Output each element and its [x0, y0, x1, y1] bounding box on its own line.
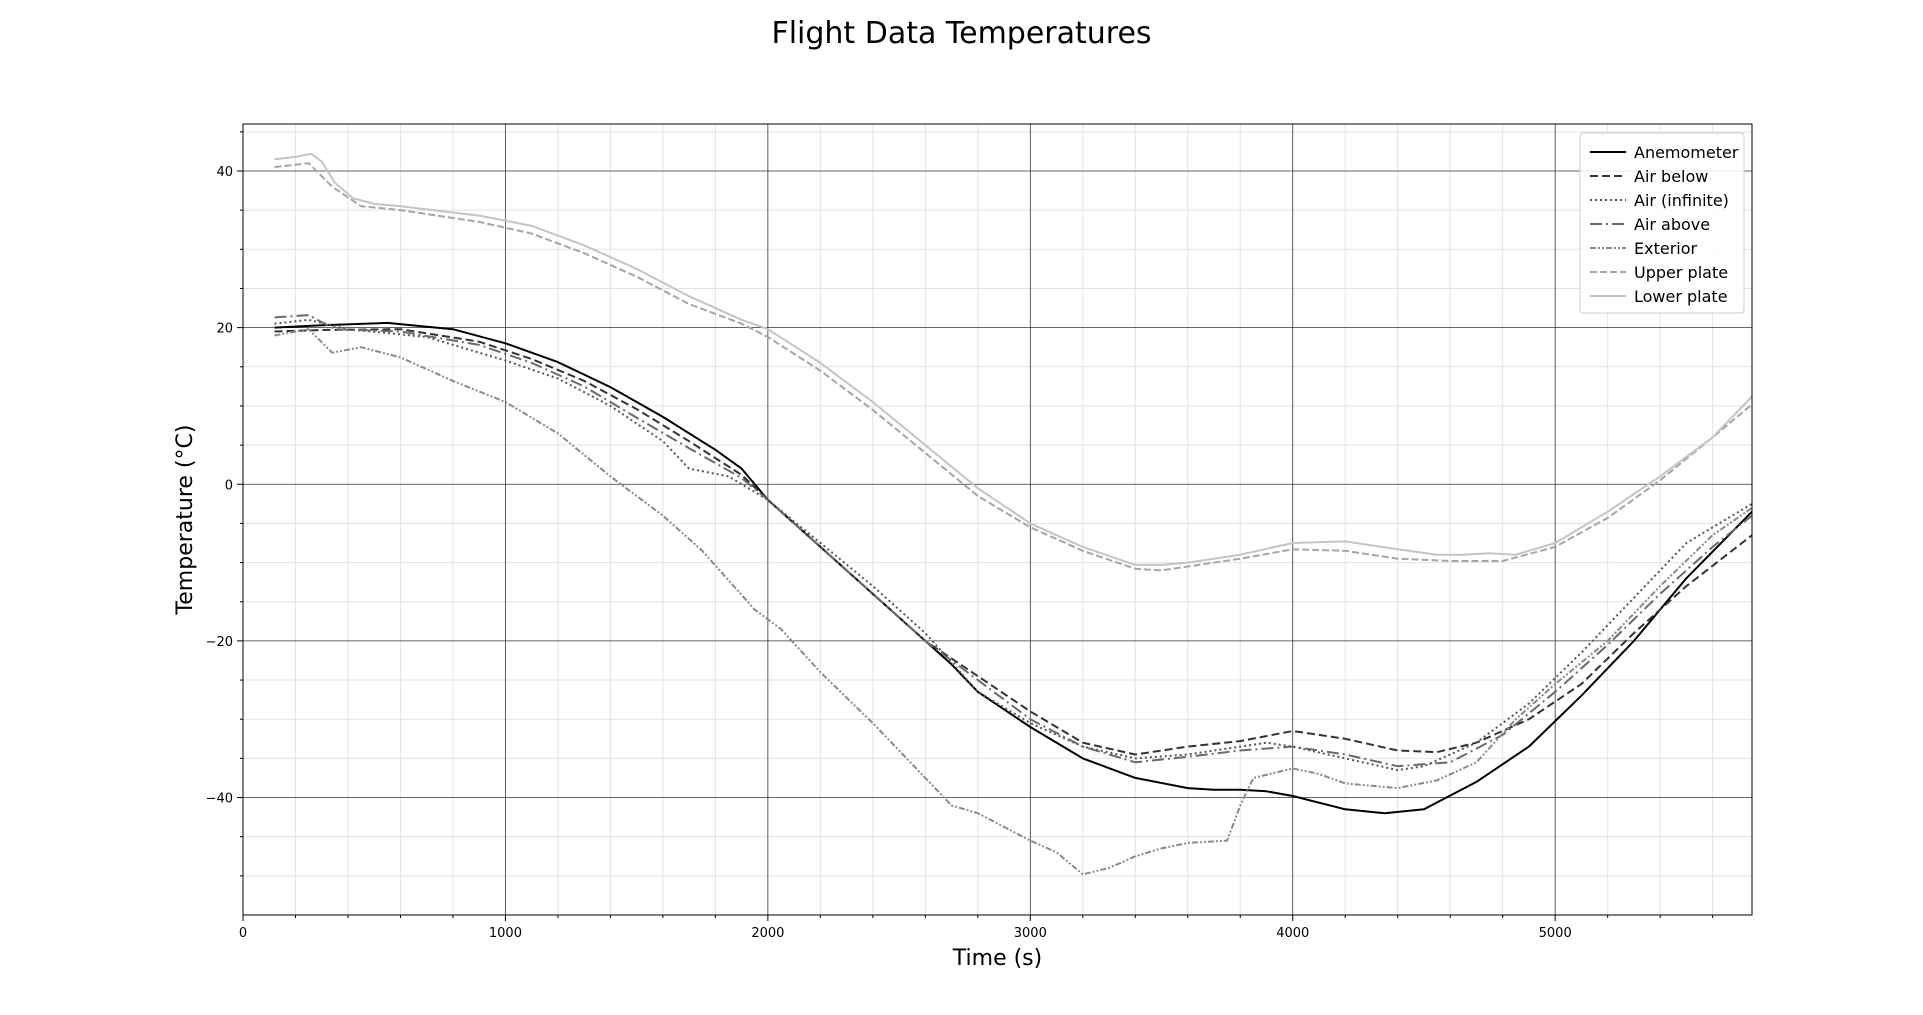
y-tick-label: 0 [225, 478, 233, 493]
y-axis-label: Temperature (°C) [173, 425, 198, 616]
legend-label: Lower plate [1634, 287, 1728, 306]
series-line-anemometer [274, 321, 1753, 815]
x-tick-label: 2000 [751, 926, 784, 941]
legend-label: Anemometer [1634, 143, 1739, 162]
major-gridlines [242, 124, 1752, 915]
y-tick-label: 40 [216, 165, 233, 180]
legend-label: Air (infinite) [1634, 191, 1729, 210]
y-tick-label: −20 [206, 635, 233, 650]
legend: Anemometer Air below Air (infinite) Air abo… [1579, 132, 1745, 314]
chart-title: Flight Data Temperatures [771, 16, 1151, 51]
x-tick-label: 4000 [1276, 926, 1309, 941]
series-lines [274, 152, 1753, 876]
y-tick-label: −40 [206, 792, 233, 807]
legend-label: Upper plate [1634, 263, 1728, 282]
series-line-air-above [274, 314, 1753, 768]
x-axis-label: Time (s) [952, 946, 1042, 971]
series-line-exterior [274, 328, 1753, 876]
legend-box [1579, 132, 1745, 314]
y-tick-label: 20 [216, 322, 233, 337]
x-tick-label: 3000 [1014, 926, 1047, 941]
plot-frame [242, 123, 1753, 916]
legend-label: Air below [1634, 167, 1708, 186]
y-axis-ticks: −40 −20 0 20 40 [206, 131, 243, 877]
minor-gridlines [243, 124, 1752, 915]
series-line-air-infinite [274, 318, 1753, 772]
legend-label: Exterior [1634, 239, 1698, 258]
series-line-air-below [274, 328, 1753, 756]
series-line-upper-plate [274, 162, 1753, 572]
legend-label: Air above [1634, 215, 1710, 234]
series-line-lower-plate [274, 152, 1753, 566]
x-tick-label: 5000 [1539, 926, 1572, 941]
x-tick-label: 0 [239, 926, 247, 941]
x-axis-ticks: 0 1000 2000 3000 4000 5000 [239, 915, 1714, 941]
x-tick-label: 1000 [489, 926, 522, 941]
